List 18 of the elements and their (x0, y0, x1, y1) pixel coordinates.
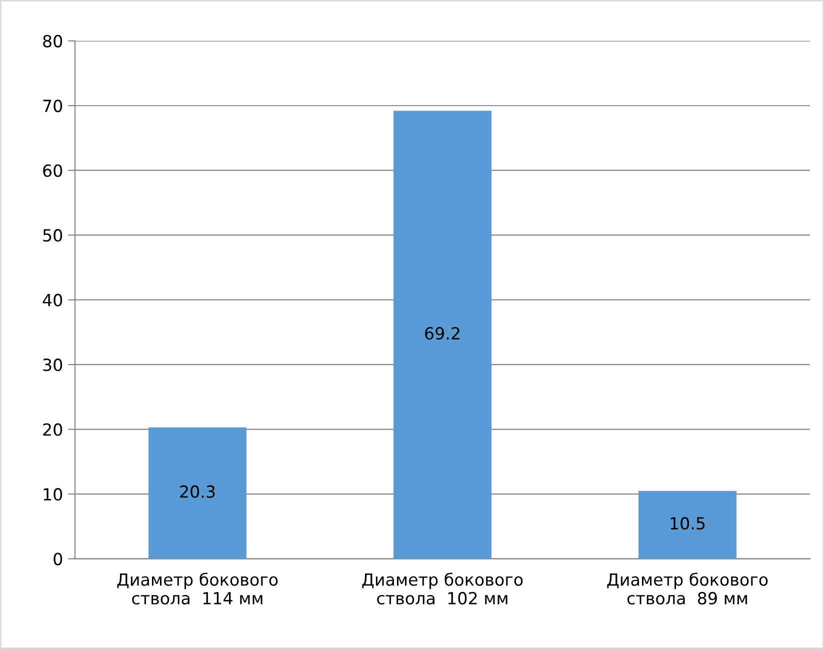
y-tick-label: 40 (42, 294, 62, 306)
y-tick-label: 60 (43, 164, 62, 177)
y-tick-label: 10 (44, 488, 62, 501)
data-label: 10.5 (670, 517, 705, 530)
x-tick-label: Диаметр бокового ствола 114 мм (117, 572, 278, 605)
data-label: 20.3 (180, 485, 215, 498)
bar (393, 110, 492, 559)
y-tick-label: 70 (43, 100, 62, 112)
y-tick-label: 0 (54, 552, 62, 566)
y-tick-label: 80 (43, 34, 62, 48)
y-tick-label: 50 (43, 229, 62, 242)
y-tick-label: 30 (43, 358, 62, 372)
y-tick-label: 20 (43, 423, 62, 436)
data-label: 69.2 (425, 327, 460, 340)
bar (148, 427, 246, 559)
bar (638, 490, 736, 559)
x-tick-label: Диаметр бокового ствола 102 мм (362, 572, 523, 605)
x-tick-label: Диаметр бокового ствола 89 мм (607, 572, 768, 605)
